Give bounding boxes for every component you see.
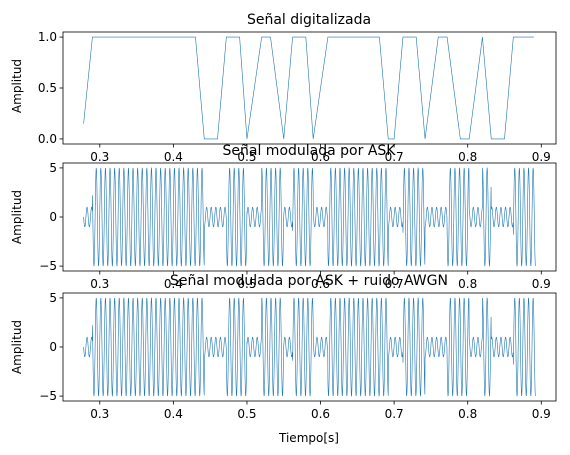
y-tick-label: 0.0	[38, 132, 57, 146]
x-tick-label: 0.5	[237, 277, 256, 291]
plot-title: Señal digitalizada	[247, 12, 371, 28]
x-tick-label: 0.9	[532, 150, 551, 164]
x-tick-label: 0.6	[311, 150, 330, 164]
x-tick-label: 0.7	[385, 277, 404, 291]
y-axis-label: Amplitud	[10, 59, 24, 113]
x-tick-label: 0.5	[237, 150, 256, 164]
x-tick-label: 0.6	[311, 407, 330, 421]
ticks: 0.3 0.4 0.5 0.6 0.7 0.8 0.9 −5 0 5	[39, 161, 551, 291]
x-tick-label: 0.7	[385, 407, 404, 421]
plot-layer	[83, 36, 534, 140]
series-line-0	[83, 36, 534, 140]
x-tick-label: 0.7	[385, 150, 404, 164]
plot-title: Señal modulada por ASK	[223, 143, 397, 159]
plot-title: Señal modulada por ASK + ruido AWGN	[170, 273, 448, 289]
y-tick-label: 1.0	[38, 30, 57, 44]
x-tick-label: 0.3	[90, 277, 109, 291]
x-tick-label: 0.6	[311, 277, 330, 291]
subplot-ask-noise-signal: Señal modulada por ASK + ruido AWGN Ampl…	[10, 273, 557, 445]
plot-layer	[83, 296, 536, 398]
y-tick-label: 5	[49, 161, 57, 175]
y-tick-label: 5	[49, 291, 57, 305]
y-axis-label: Amplitud	[10, 320, 24, 374]
subplot-digital-signal: Señal digitalizada Amplitud 0.3 0.4 0.5 0.6…	[10, 12, 557, 164]
ticks: 0.3 0.4 0.5 0.6 0.7 0.8 0.9 0.0 0.5 1.0	[38, 30, 551, 164]
x-tick-label: 0.4	[164, 407, 183, 421]
x-axis-label: Tiempo[s]	[278, 431, 339, 445]
x-tick-label: 0.5	[237, 407, 256, 421]
x-tick-label: 0.4	[164, 277, 183, 291]
y-tick-label: −5	[39, 259, 57, 273]
plot-layer	[83, 166, 536, 268]
y-tick-label: 0	[49, 210, 57, 224]
x-tick-label: 0.4	[164, 150, 183, 164]
x-tick-label: 0.9	[532, 407, 551, 421]
y-axis-label: Amplitud	[10, 190, 24, 244]
subplot-ask-signal: Señal modulada por ASK Amplitud 0.3 0.4 0.…	[10, 143, 557, 291]
y-tick-label: 0	[49, 340, 57, 354]
x-tick-label: 0.8	[458, 277, 477, 291]
x-tick-label: 0.8	[458, 407, 477, 421]
x-tick-label: 0.3	[90, 150, 109, 164]
x-tick-label: 0.8	[458, 150, 477, 164]
y-tick-label: −5	[39, 389, 57, 403]
x-tick-label: 0.9	[532, 277, 551, 291]
series-line-0	[83, 166, 536, 268]
y-tick-label: 0.5	[38, 81, 57, 95]
ticks: 0.3 0.4 0.5 0.6 0.7 0.8 0.9 −5 0 5	[39, 291, 551, 421]
x-tick-label: 0.3	[90, 407, 109, 421]
series-line-0	[83, 296, 536, 398]
